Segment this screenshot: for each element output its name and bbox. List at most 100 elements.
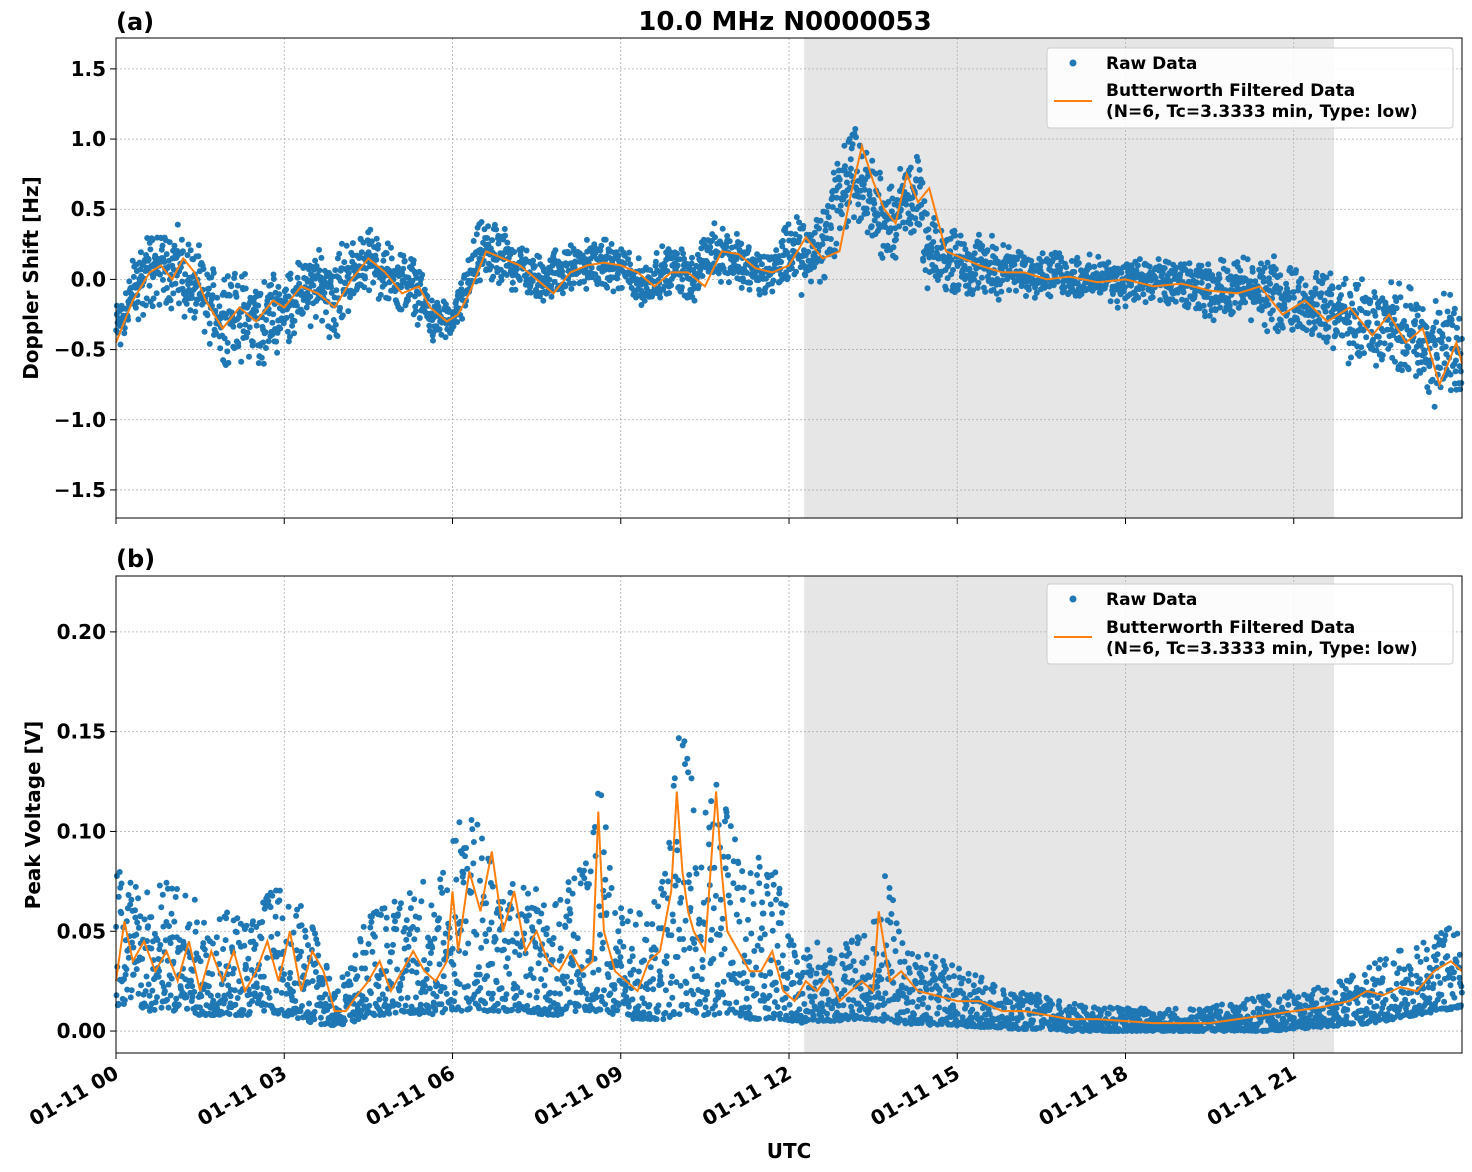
raw-data-point bbox=[382, 996, 389, 1003]
raw-data-point bbox=[651, 899, 658, 905]
raw-data-point bbox=[157, 271, 164, 278]
raw-data-point bbox=[287, 275, 294, 282]
raw-data-point bbox=[1349, 327, 1356, 334]
raw-data-point bbox=[629, 953, 636, 960]
raw-data-point bbox=[454, 319, 461, 325]
raw-data-point bbox=[442, 301, 449, 308]
raw-data-point bbox=[673, 979, 680, 986]
raw-data-point bbox=[128, 896, 135, 903]
raw-data-point bbox=[1382, 301, 1389, 308]
raw-data-point bbox=[398, 306, 405, 313]
raw-data-point bbox=[406, 890, 413, 897]
raw-data-point bbox=[915, 157, 921, 164]
raw-data-point bbox=[339, 974, 346, 981]
panel-a-doppler: 1.51.00.50.0−0.5−1.0−1.5 (a) 10.0 MHz N0… bbox=[19, 7, 1465, 524]
raw-data-point bbox=[726, 1000, 733, 1007]
raw-data-point bbox=[621, 260, 628, 267]
raw-data-point bbox=[135, 299, 141, 306]
raw-data-point bbox=[332, 992, 338, 999]
raw-data-point bbox=[796, 234, 803, 240]
raw-data-point bbox=[984, 247, 991, 254]
raw-data-point bbox=[654, 1008, 661, 1015]
raw-data-point bbox=[1149, 294, 1156, 301]
y-tick-label: 1.0 bbox=[71, 127, 106, 151]
raw-data-point bbox=[822, 227, 829, 234]
raw-data-point bbox=[149, 303, 156, 310]
raw-data-point bbox=[204, 312, 211, 319]
raw-data-point bbox=[456, 981, 463, 988]
raw-data-point bbox=[788, 230, 795, 237]
raw-data-point bbox=[807, 993, 814, 1000]
raw-data-point bbox=[504, 239, 511, 246]
raw-data-point bbox=[270, 311, 277, 318]
raw-data-point bbox=[816, 225, 822, 232]
raw-data-point bbox=[1255, 288, 1262, 295]
raw-data-point bbox=[581, 278, 587, 285]
raw-data-point bbox=[689, 966, 696, 972]
raw-data-point bbox=[547, 1004, 554, 1011]
raw-data-point bbox=[270, 271, 277, 278]
raw-data-point bbox=[1447, 387, 1454, 394]
raw-data-point bbox=[671, 1011, 678, 1018]
raw-data-point bbox=[668, 282, 675, 289]
raw-data-point bbox=[216, 916, 223, 923]
raw-data-point bbox=[829, 204, 836, 211]
raw-data-point bbox=[1216, 275, 1223, 282]
raw-data-point bbox=[826, 947, 833, 954]
raw-data-point bbox=[869, 157, 876, 164]
raw-data-point bbox=[296, 953, 303, 960]
raw-data-point bbox=[1379, 295, 1386, 302]
raw-data-point bbox=[440, 939, 447, 946]
raw-data-point bbox=[566, 280, 573, 287]
raw-data-point bbox=[504, 955, 511, 962]
raw-data-point bbox=[544, 925, 550, 932]
raw-data-point bbox=[718, 278, 724, 285]
raw-data-point bbox=[451, 971, 458, 977]
raw-data-point bbox=[1271, 253, 1277, 260]
raw-data-point bbox=[999, 277, 1006, 284]
raw-data-point bbox=[246, 324, 253, 331]
raw-data-point bbox=[842, 163, 848, 170]
raw-data-point bbox=[760, 910, 767, 917]
raw-data-point bbox=[297, 903, 304, 909]
raw-data-point bbox=[739, 868, 746, 875]
raw-data-point bbox=[1200, 302, 1207, 309]
raw-data-point bbox=[477, 277, 483, 284]
raw-data-point bbox=[509, 279, 516, 286]
raw-data-point bbox=[974, 284, 981, 291]
raw-data-point bbox=[581, 875, 588, 882]
raw-data-point bbox=[1345, 313, 1352, 320]
raw-data-point bbox=[134, 919, 141, 926]
raw-data-point bbox=[261, 279, 268, 285]
raw-data-point bbox=[470, 238, 477, 244]
raw-data-point bbox=[330, 317, 337, 323]
raw-data-point bbox=[1432, 298, 1439, 304]
raw-data-point bbox=[1261, 322, 1268, 328]
raw-data-point bbox=[1401, 318, 1408, 324]
raw-data-point bbox=[1370, 336, 1376, 343]
raw-data-point bbox=[569, 890, 576, 897]
raw-data-point bbox=[405, 274, 412, 281]
raw-data-point bbox=[1312, 285, 1319, 292]
raw-data-point bbox=[1198, 262, 1205, 269]
raw-data-point bbox=[925, 234, 932, 241]
raw-data-point bbox=[229, 970, 236, 977]
raw-data-point bbox=[519, 245, 526, 252]
raw-data-point bbox=[1201, 308, 1208, 315]
raw-data-point bbox=[671, 775, 678, 782]
raw-data-point bbox=[534, 988, 541, 995]
raw-data-point bbox=[831, 956, 838, 962]
raw-data-point bbox=[476, 971, 483, 978]
raw-data-point bbox=[564, 898, 571, 905]
raw-data-point bbox=[1419, 306, 1426, 313]
raw-data-point bbox=[783, 230, 790, 237]
raw-data-point bbox=[952, 244, 959, 251]
raw-data-point bbox=[593, 994, 600, 1001]
raw-data-point bbox=[726, 238, 733, 245]
raw-data-point bbox=[1397, 294, 1404, 301]
raw-data-point bbox=[293, 912, 300, 919]
raw-data-point bbox=[1417, 342, 1424, 349]
raw-data-point bbox=[294, 274, 301, 281]
raw-data-point bbox=[373, 235, 380, 242]
raw-data-point bbox=[1234, 259, 1241, 266]
